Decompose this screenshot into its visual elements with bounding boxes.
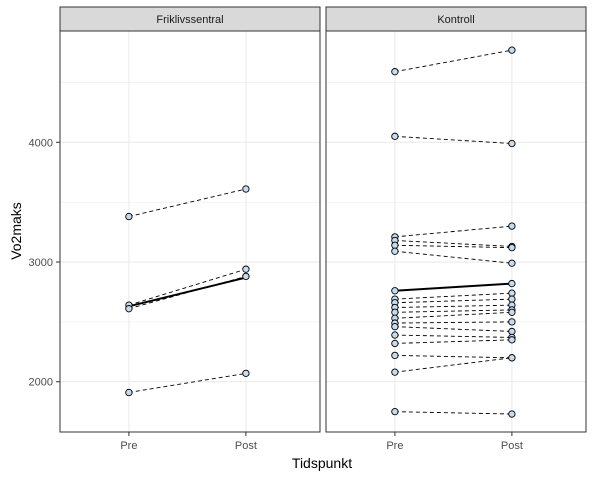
- data-point: [508, 318, 516, 326]
- data-point: [391, 241, 399, 249]
- panel-background: [60, 31, 320, 432]
- data-point: [242, 185, 250, 193]
- data-point: [508, 259, 516, 267]
- x-axis-title: Tidspunkt: [292, 455, 352, 471]
- data-point: [508, 295, 516, 303]
- data-point: [125, 388, 133, 397]
- data-point: [508, 308, 516, 316]
- subject-line: [394, 225, 512, 238]
- y-tick-label: 2000: [29, 377, 53, 389]
- subject-line: [128, 372, 246, 393]
- data-point: [391, 408, 399, 416]
- x-tick-label: Pre: [386, 440, 403, 452]
- strip-background: [325, 6, 587, 32]
- mean-line: [394, 282, 512, 292]
- subject-line: [394, 311, 512, 319]
- data-point: [242, 369, 250, 377]
- data-point: [391, 323, 399, 331]
- data-point: [391, 331, 399, 339]
- data-point: [391, 247, 399, 255]
- data-point: [508, 327, 516, 336]
- data-point: [508, 336, 516, 344]
- data-point: [242, 265, 250, 273]
- data-point: [508, 410, 516, 418]
- data-point: [508, 279, 516, 288]
- x-tick-label: Post: [235, 440, 257, 452]
- subject-line: [394, 135, 512, 144]
- data-point: [391, 368, 399, 376]
- subject-line: [394, 309, 512, 313]
- panels: Friklivssentral Kontroll: [59, 6, 587, 433]
- subject-line: [394, 411, 512, 415]
- subject-line: [394, 339, 512, 344]
- data-point: [391, 287, 399, 295]
- panel-1: Kontroll: [325, 6, 587, 433]
- data-point: [391, 351, 399, 360]
- data-point: [508, 46, 516, 54]
- subject-line: [394, 326, 512, 332]
- data-point: [391, 339, 399, 348]
- subject-line: [394, 240, 512, 247]
- y-tick-label: 3000: [29, 257, 53, 269]
- subject-line: [128, 188, 247, 217]
- x-tick-label: Pre: [120, 440, 137, 452]
- data-point: [508, 139, 516, 148]
- panel-border: [59, 30, 321, 433]
- panel-0: Friklivssentral: [59, 6, 321, 433]
- mean-line: [128, 276, 247, 308]
- data-point: [391, 68, 399, 76]
- data-point: [508, 244, 516, 252]
- data-point: [391, 308, 399, 316]
- x-axis: Pre Post Pre Post: [120, 432, 523, 452]
- x-tick-label: Post: [501, 440, 523, 452]
- y-axis-title: Vo2maks: [8, 202, 24, 260]
- subject-line: [128, 268, 247, 306]
- panel-background: [326, 31, 586, 432]
- data-point: [508, 222, 516, 230]
- y-axis: 2000 3000 4000: [29, 137, 60, 389]
- subject-line: [394, 250, 512, 264]
- subject-line: [394, 244, 512, 249]
- data-point: [125, 305, 133, 313]
- strip-label: Kontroll: [437, 14, 474, 26]
- data-point: [242, 272, 250, 281]
- data-point: [508, 354, 516, 362]
- panel-border: [325, 30, 587, 433]
- subject-line: [394, 334, 512, 338]
- subject-line: [394, 321, 512, 324]
- data-point: [125, 212, 133, 221]
- strip-label: Friklivssentral: [156, 14, 223, 26]
- subject-line: [394, 357, 512, 373]
- subject-line: [394, 49, 512, 73]
- data-point: [508, 289, 516, 297]
- data-point: [391, 132, 399, 140]
- subject-line: [394, 298, 512, 304]
- subject-line: [394, 292, 512, 300]
- y-tick-label: 4000: [29, 137, 53, 149]
- subject-line: [394, 354, 512, 359]
- subject-line: [394, 304, 512, 308]
